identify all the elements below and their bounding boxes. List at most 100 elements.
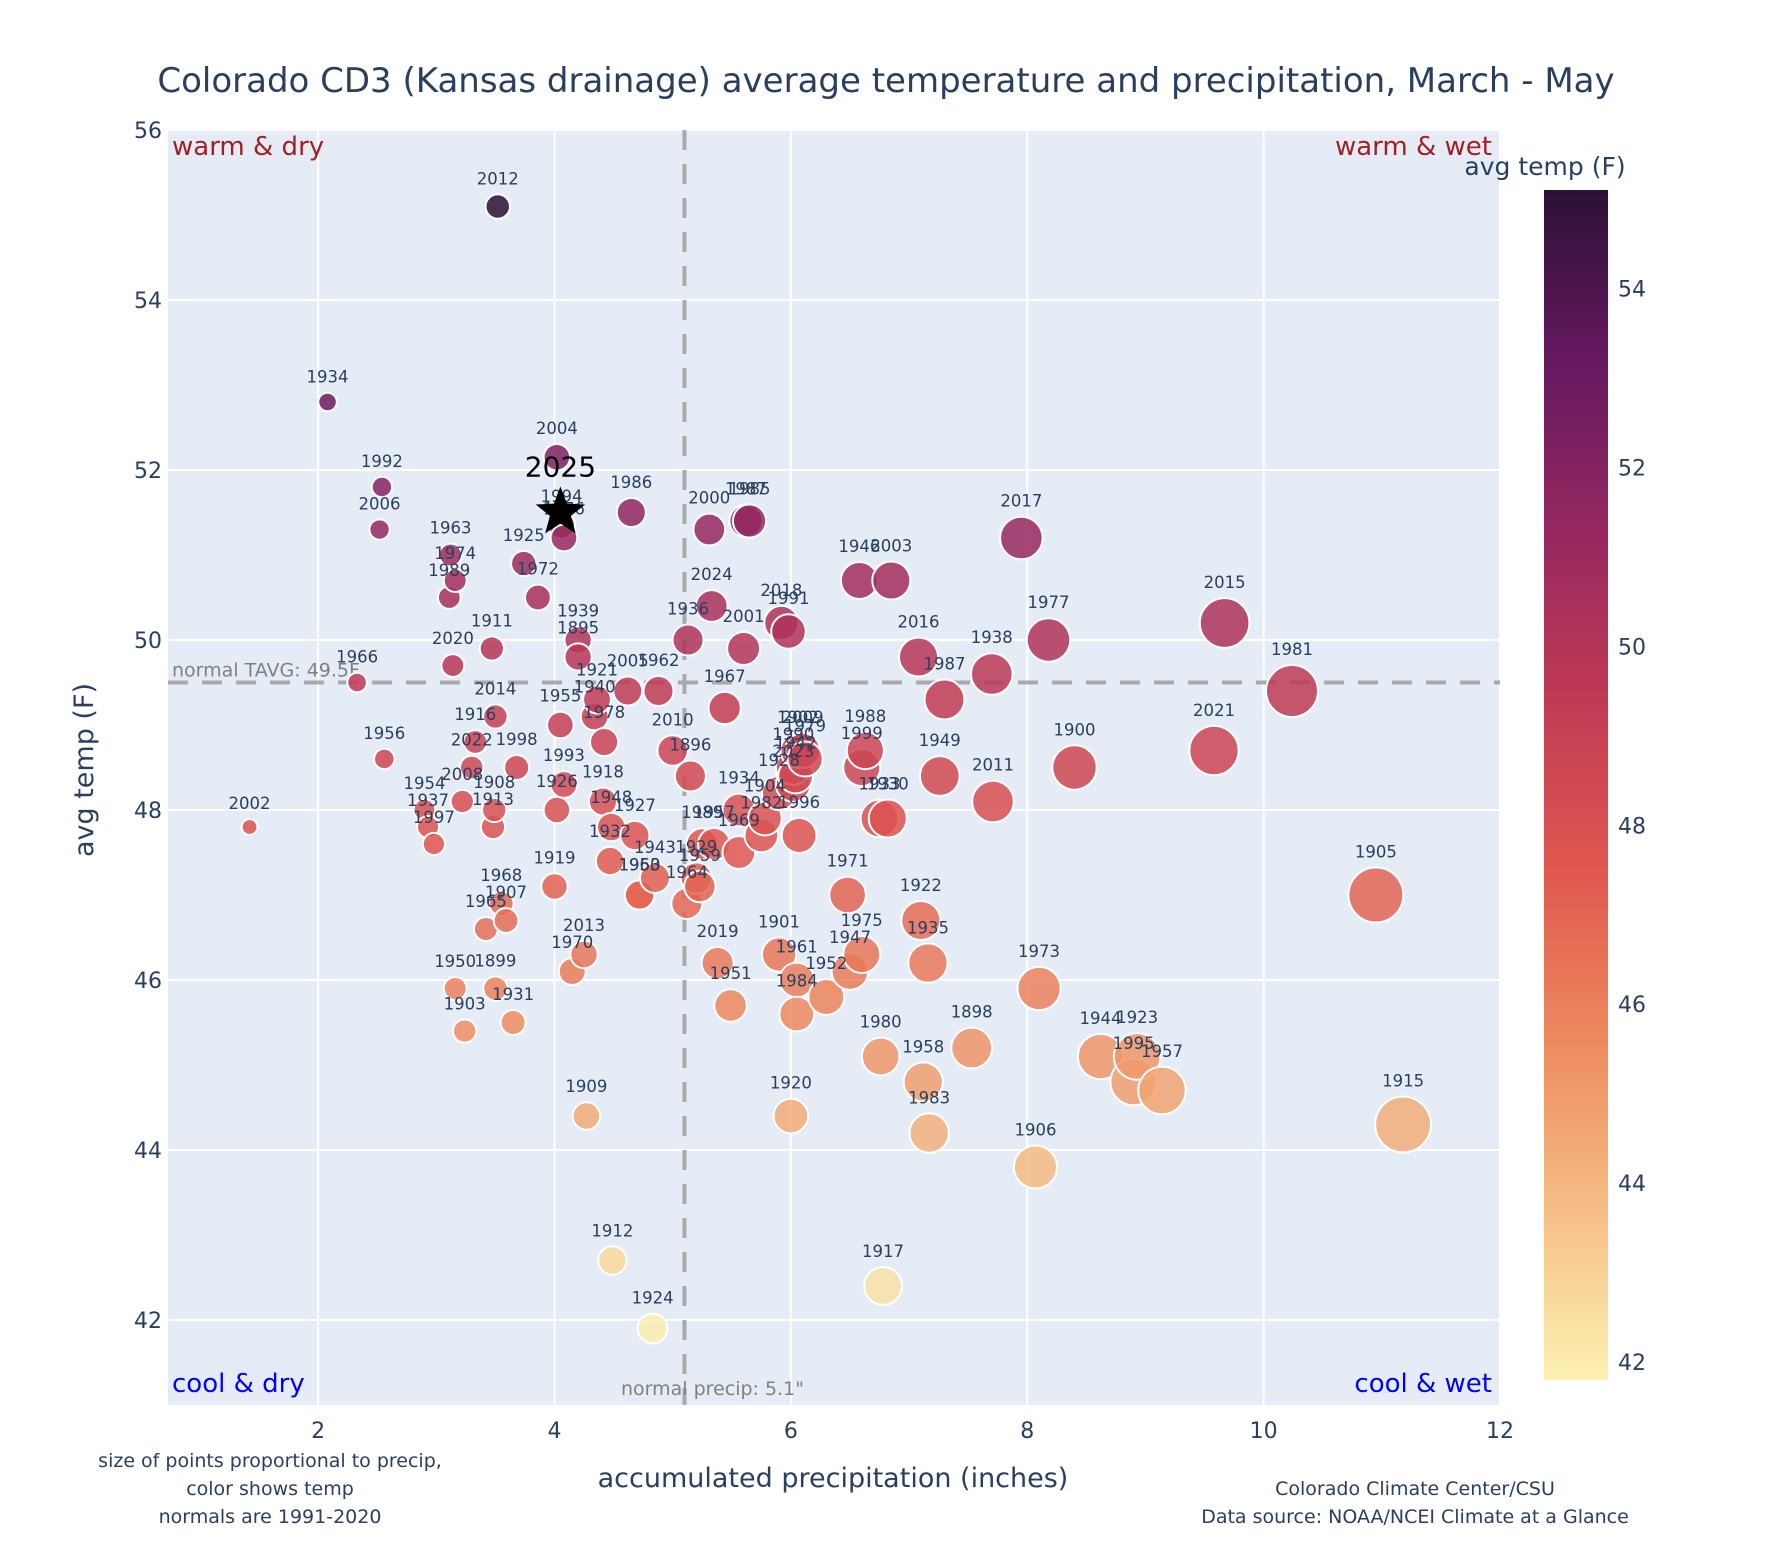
data-point [1051, 744, 1098, 791]
data-point [594, 845, 626, 877]
point-label: 1955 [539, 687, 581, 706]
x-tick-label: 8 [1020, 1419, 1034, 1444]
point-label: 1985 [728, 479, 770, 498]
colorbar-tick-label: 42 [1618, 1351, 1646, 1376]
quadrant-warm-dry: warm & dry [172, 132, 324, 162]
data-point [442, 568, 468, 593]
point-label: 1900 [1054, 720, 1096, 739]
x-tick-label: 6 [784, 1419, 798, 1444]
data-point [636, 1312, 669, 1345]
colorbar-tick-label: 46 [1618, 993, 1646, 1018]
y-axis-title: avg temp (F) [69, 683, 100, 857]
point-label: 1987 [725, 479, 767, 498]
data-point [478, 635, 505, 662]
data-point [999, 515, 1044, 561]
point-label: 2005 [607, 652, 649, 671]
point-label: 1903 [444, 994, 486, 1013]
point-label: 1924 [632, 1289, 674, 1308]
note-bottom-right: Colorado Climate Center/CSU Data source:… [1201, 1478, 1629, 1528]
data-point [1188, 724, 1240, 777]
point-label: 1967 [704, 667, 746, 686]
x-tick-label: 10 [1250, 1419, 1278, 1444]
data-point [828, 875, 867, 915]
data-point [897, 636, 940, 678]
data-point [373, 747, 396, 771]
point-label: 1998 [496, 730, 538, 749]
y-tick-label: 42 [134, 1309, 162, 1334]
point-label: 1916 [454, 705, 496, 724]
point-label: 1952 [805, 954, 847, 973]
quadrant-cool-dry: cool & dry [172, 1369, 305, 1399]
data-point [240, 818, 259, 836]
point-label: 1956 [363, 724, 405, 743]
data-point [492, 907, 520, 934]
point-label: 1957 [1141, 1042, 1183, 1061]
data-point [582, 684, 612, 715]
data-point [346, 671, 368, 694]
point-label: 2019 [697, 922, 739, 941]
data-point [731, 503, 768, 539]
point-label: 1989 [428, 561, 470, 580]
point-label: 2003 [870, 536, 912, 555]
point-label: 1953 [619, 855, 661, 874]
point-label: 2023 [772, 742, 814, 761]
data-point [713, 988, 748, 1023]
data-point [863, 1266, 903, 1306]
point-label: 2011 [972, 756, 1014, 775]
point-label: 1927 [614, 796, 656, 815]
point-label: 1939 [557, 601, 599, 620]
y-tick-label: 50 [134, 629, 162, 654]
point-label: 1958 [902, 1037, 944, 1056]
point-label: 2013 [563, 916, 605, 935]
point-label: 1978 [583, 703, 625, 722]
point-label: 1930 [867, 775, 909, 794]
point-label: 1901 [758, 912, 800, 931]
point-label: 1912 [591, 1221, 633, 1240]
data-point [524, 583, 552, 612]
data-point [1374, 1095, 1433, 1154]
data-point [440, 653, 466, 678]
point-label: 1938 [971, 628, 1013, 647]
data-point [971, 779, 1015, 824]
data-points [240, 193, 1433, 1345]
data-point [683, 869, 717, 904]
point-label: 1999 [841, 724, 883, 743]
data-point [700, 945, 735, 981]
quadrant-cool-wet: cool & wet [1354, 1369, 1492, 1399]
point-label: 1948 [590, 788, 632, 807]
point-label: 1961 [776, 938, 818, 957]
point-label: 1973 [1018, 942, 1060, 961]
data-point [484, 193, 511, 220]
data-point [923, 678, 966, 721]
x-tick-label: 12 [1486, 1419, 1514, 1444]
data-point [452, 1018, 478, 1044]
data-point [615, 496, 647, 529]
data-point [807, 978, 846, 1016]
data-point [656, 734, 689, 767]
point-label: 1923 [1116, 1008, 1158, 1027]
point-label: 1922 [900, 876, 942, 895]
point-label: 1933 [859, 775, 901, 794]
point-label: 1960 [619, 855, 661, 874]
data-point [1012, 1144, 1059, 1190]
data-point [671, 623, 705, 657]
point-label: 1986 [610, 473, 652, 492]
y-tick-label: 54 [134, 289, 162, 314]
data-point [760, 936, 798, 973]
colorbar-ticks: 42 44 46 48 50 52 54 [1618, 277, 1646, 1376]
data-point [546, 710, 575, 740]
point-label: 1984 [776, 972, 818, 991]
data-point [707, 690, 742, 726]
point-label: 1959 [679, 846, 721, 865]
data-point [482, 703, 509, 730]
star-icon [535, 486, 586, 534]
credit-line: Colorado Climate Center/CSU [1275, 1478, 1555, 1500]
data-point [694, 589, 729, 623]
note-line: size of points proportional to precip, [98, 1450, 442, 1472]
data-point [542, 443, 572, 472]
data-point [442, 976, 468, 1001]
data-point [692, 512, 727, 547]
data-point [438, 542, 463, 568]
colorbar: avg temp (F) 42 44 46 48 50 52 54 [1464, 152, 1646, 1380]
